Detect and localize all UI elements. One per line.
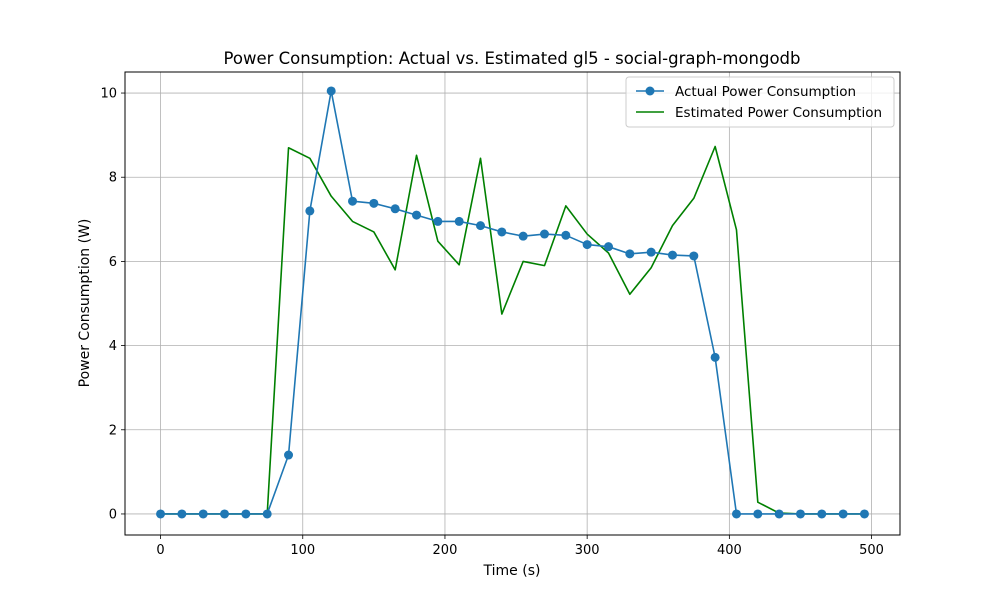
legend-box: [625, 76, 895, 128]
data-point-actual: [646, 247, 656, 257]
y-tick-label: 0: [109, 507, 117, 522]
x-tick-label: 100: [290, 543, 315, 558]
x-tick-label: 200: [433, 543, 458, 558]
data-point-actual: [625, 249, 635, 259]
legend-label-actual: Actual Power Consumption: [675, 84, 856, 100]
data-point-actual: [305, 206, 315, 216]
data-point-actual: [603, 242, 613, 252]
y-tick-label: 8: [109, 171, 117, 186]
data-point-actual: [838, 509, 848, 519]
series-line-actual: [160, 90, 865, 515]
data-point-actual: [667, 250, 677, 260]
data-point-actual: [795, 509, 805, 519]
data-point-actual: [156, 509, 166, 519]
data-point-actual: [241, 509, 251, 519]
data-point-actual: [497, 227, 507, 237]
legend-marker-actual: [645, 86, 655, 96]
data-point-actual: [369, 198, 379, 208]
data-point-actual: [390, 204, 400, 214]
data-point-actual: [689, 251, 699, 261]
data-point-actual: [817, 509, 827, 519]
y-tick-label: 4: [109, 339, 117, 354]
data-point-actual: [476, 221, 485, 231]
data-point-actual: [326, 86, 336, 96]
data-point-actual: [348, 196, 358, 206]
plot-frame: [124, 71, 901, 536]
legend-label-estimated: Estimated Power Consumption: [675, 105, 882, 121]
data-point-actual: [454, 216, 464, 226]
data-point-actual: [859, 509, 869, 519]
data-point-actual: [433, 216, 443, 226]
y-tick-label: 10: [100, 87, 117, 102]
data-point-actual: [412, 210, 422, 220]
data-point-actual: [731, 509, 741, 519]
x-tick-label: 300: [575, 543, 600, 558]
data-point-actual: [753, 509, 763, 519]
x-tick-label: 400: [717, 543, 742, 558]
y-axis-label: Power Consumption (W): [77, 219, 93, 388]
data-point-actual: [561, 230, 571, 240]
x-tick-label: 500: [859, 543, 884, 558]
data-point-actual: [220, 509, 230, 519]
data-point-actual: [774, 509, 784, 519]
data-point-actual: [540, 229, 549, 239]
data-point-actual: [198, 509, 208, 519]
series-line-estimated: [160, 145, 865, 515]
data-point-actual: [177, 509, 187, 519]
ticks: 0 100 200 300 400 500 0 2 4 6 8 10: [100, 87, 884, 558]
x-tick-label: 0: [156, 543, 164, 558]
y-tick-label: 2: [109, 423, 117, 438]
x-axis-label: Time (s): [483, 563, 541, 579]
y-tick-label: 6: [109, 255, 117, 270]
data-point-actual: [710, 352, 720, 362]
data-point-actual: [582, 240, 592, 250]
data-point-actual: [284, 450, 294, 460]
legend: Actual Power Consumption Estimated Power…: [625, 76, 895, 128]
data-point-actual: [518, 231, 528, 241]
chart-title: Power Consumption: Actual vs. Estimated …: [224, 49, 801, 68]
series-group: [156, 86, 869, 519]
data-point-actual: [262, 509, 272, 519]
